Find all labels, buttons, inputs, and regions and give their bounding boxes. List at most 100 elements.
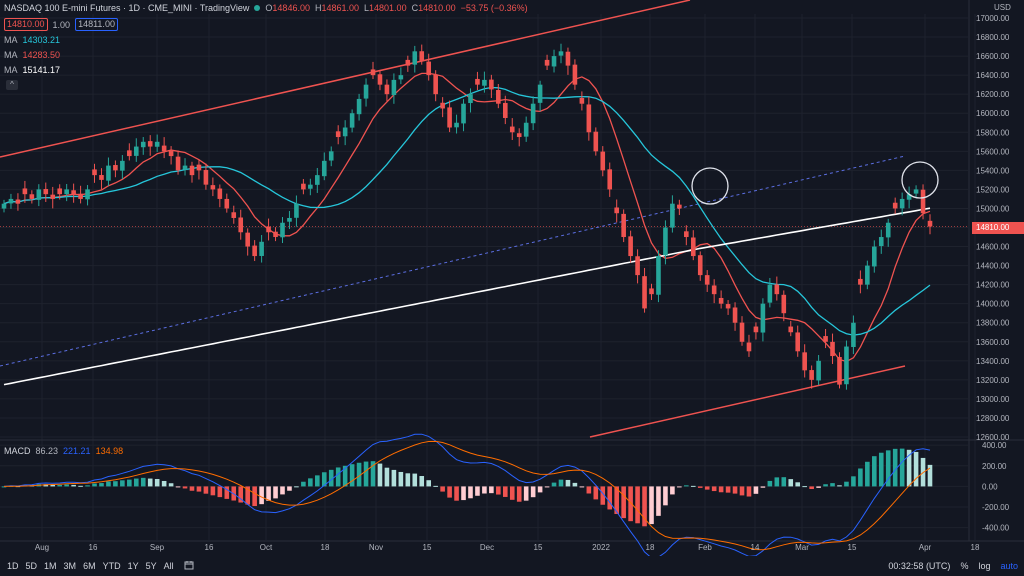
percent-toggle[interactable]: %: [960, 561, 969, 571]
macd-line-value: 221.21: [63, 446, 91, 456]
macd-histogram-bar: [217, 486, 223, 498]
timeframe-3m[interactable]: 3M: [63, 561, 77, 571]
macd-signal-line: [3, 440, 931, 551]
macd-histogram-bar: [537, 486, 543, 493]
clock[interactable]: 00:32:58 (UTC): [888, 561, 951, 571]
candle-body: [858, 278, 863, 285]
time-tick-label: Nov: [369, 543, 383, 552]
time-tick-label: Apr: [919, 543, 932, 552]
candle-body: [544, 59, 550, 66]
macd-histogram-bar: [196, 486, 202, 492]
timeframe-1y[interactable]: 1Y: [127, 561, 139, 571]
macd-histogram-bar: [906, 449, 912, 487]
candle-body: [189, 165, 195, 176]
candle-body: [482, 79, 487, 86]
macd-histogram-bar: [837, 485, 842, 487]
candle-body: [572, 64, 578, 85]
candle-body: [844, 346, 849, 385]
macd-histogram-bar: [704, 486, 710, 490]
highlight-circle-apr: [901, 161, 939, 199]
macd-histogram-bar: [718, 486, 724, 493]
price-tick-label: 14600.00: [976, 243, 1010, 252]
timeframe-1m[interactable]: 1M: [44, 561, 57, 571]
candle-body: [718, 297, 724, 304]
candle-body: [182, 165, 188, 170]
candle-body: [523, 122, 529, 137]
macd-histogram-bar: [127, 479, 132, 487]
indicator-ma-1[interactable]: MA 14303.21: [4, 35, 60, 45]
candle-body: [259, 241, 264, 256]
market-status-icon: [254, 5, 261, 11]
bid-ask-row: 14810.00 1.00 14811.00: [4, 18, 118, 31]
macd-histogram-bar: [370, 461, 376, 487]
macd-histogram-bar: [266, 486, 271, 501]
time-tick-label: 18: [971, 543, 980, 552]
macd-histogram-bar: [433, 485, 438, 487]
indicator-value: 14303.21: [22, 35, 61, 45]
grid-lines: [0, 0, 1024, 542]
time-tick-label: 2022: [592, 543, 610, 552]
timeframe-ytd[interactable]: YTD: [102, 561, 121, 571]
candle-body: [8, 198, 14, 204]
candle-body: [140, 141, 146, 148]
macd-histogram-bar: [475, 486, 480, 496]
timeframe-all[interactable]: All: [163, 561, 174, 571]
timeframe-1d[interactable]: 1D: [7, 561, 19, 571]
candle-body: [906, 194, 912, 200]
candle-body: [161, 145, 167, 152]
candle-body: [22, 188, 28, 195]
ma-cyan-line: [3, 86, 931, 336]
candle-body: [537, 84, 543, 103]
price-axis[interactable]: 17000.00 16800.00 16600.00 16400.00 16200.00…: [976, 3, 1011, 442]
highlight-circles: [691, 161, 939, 205]
lower-trend-line: [589, 365, 906, 438]
price-tick-label: 15400.00: [976, 166, 1010, 175]
candle-body: [496, 89, 501, 104]
indicator-ma-2[interactable]: MA 14283.50: [4, 50, 60, 60]
candle-body: [120, 160, 125, 171]
macd-histogram-bar: [621, 486, 626, 519]
indicator-ma-3[interactable]: MA 15141.17: [4, 65, 60, 75]
macd-histogram-bar: [558, 479, 564, 487]
time-axis[interactable]: Aug 16 Sep 16 Oct 18 Nov 15 Dec 15 2022 18 Feb 14 Mar 1…: [35, 543, 980, 552]
macd-histogram-bar: [1, 486, 7, 488]
macd-histogram-bar: [635, 486, 640, 524]
auto-toggle[interactable]: auto: [1000, 561, 1018, 571]
candle-body: [210, 185, 216, 190]
symbol-title[interactable]: NASDAQ 100 E-mini Futures · 1D · CME_MIN…: [4, 3, 250, 13]
macd-histogram-bar: [294, 486, 299, 488]
sell-button[interactable]: 14810.00: [4, 18, 48, 31]
calendar-icon[interactable]: [184, 560, 194, 572]
candle-body: [816, 360, 821, 381]
macd-hist-value: 86.23: [35, 446, 59, 456]
time-tick-label: Sep: [150, 543, 165, 552]
candle-body: [245, 232, 250, 247]
macd-histogram-bar: [182, 486, 188, 489]
macd-histogram-bar: [259, 486, 264, 505]
macd-histogram-bar: [544, 486, 550, 488]
timeframe-5d[interactable]: 5D: [25, 561, 38, 571]
timeframe-5y[interactable]: 5Y: [145, 561, 157, 571]
candle-body: [725, 304, 731, 309]
macd-histogram-bar: [844, 481, 849, 487]
collapse-legend-icon[interactable]: ^: [6, 80, 18, 90]
macd-histogram-bar: [71, 484, 76, 487]
macd-histogram-bar: [328, 469, 334, 487]
macd-histogram-bar: [175, 486, 181, 488]
candle-body: [315, 175, 320, 185]
buy-button[interactable]: 14811.00: [75, 18, 118, 31]
candle-body: [1, 203, 7, 209]
timeframe-6m[interactable]: 6M: [83, 561, 96, 571]
candle-body: [92, 169, 97, 176]
macd-histogram-bar: [43, 484, 49, 487]
macd-legend[interactable]: MACD 86.23 221.21 134.98: [4, 446, 123, 456]
candle-body: [217, 188, 223, 199]
macd-histogram-bar: [795, 482, 801, 487]
log-toggle[interactable]: log: [978, 561, 991, 571]
candle-body: [823, 336, 828, 342]
candle-body: [746, 342, 752, 352]
price-tick-label: 12600.00: [976, 433, 1010, 442]
macd-histogram-bar: [161, 480, 167, 487]
time-tick-label: Oct: [260, 543, 273, 552]
